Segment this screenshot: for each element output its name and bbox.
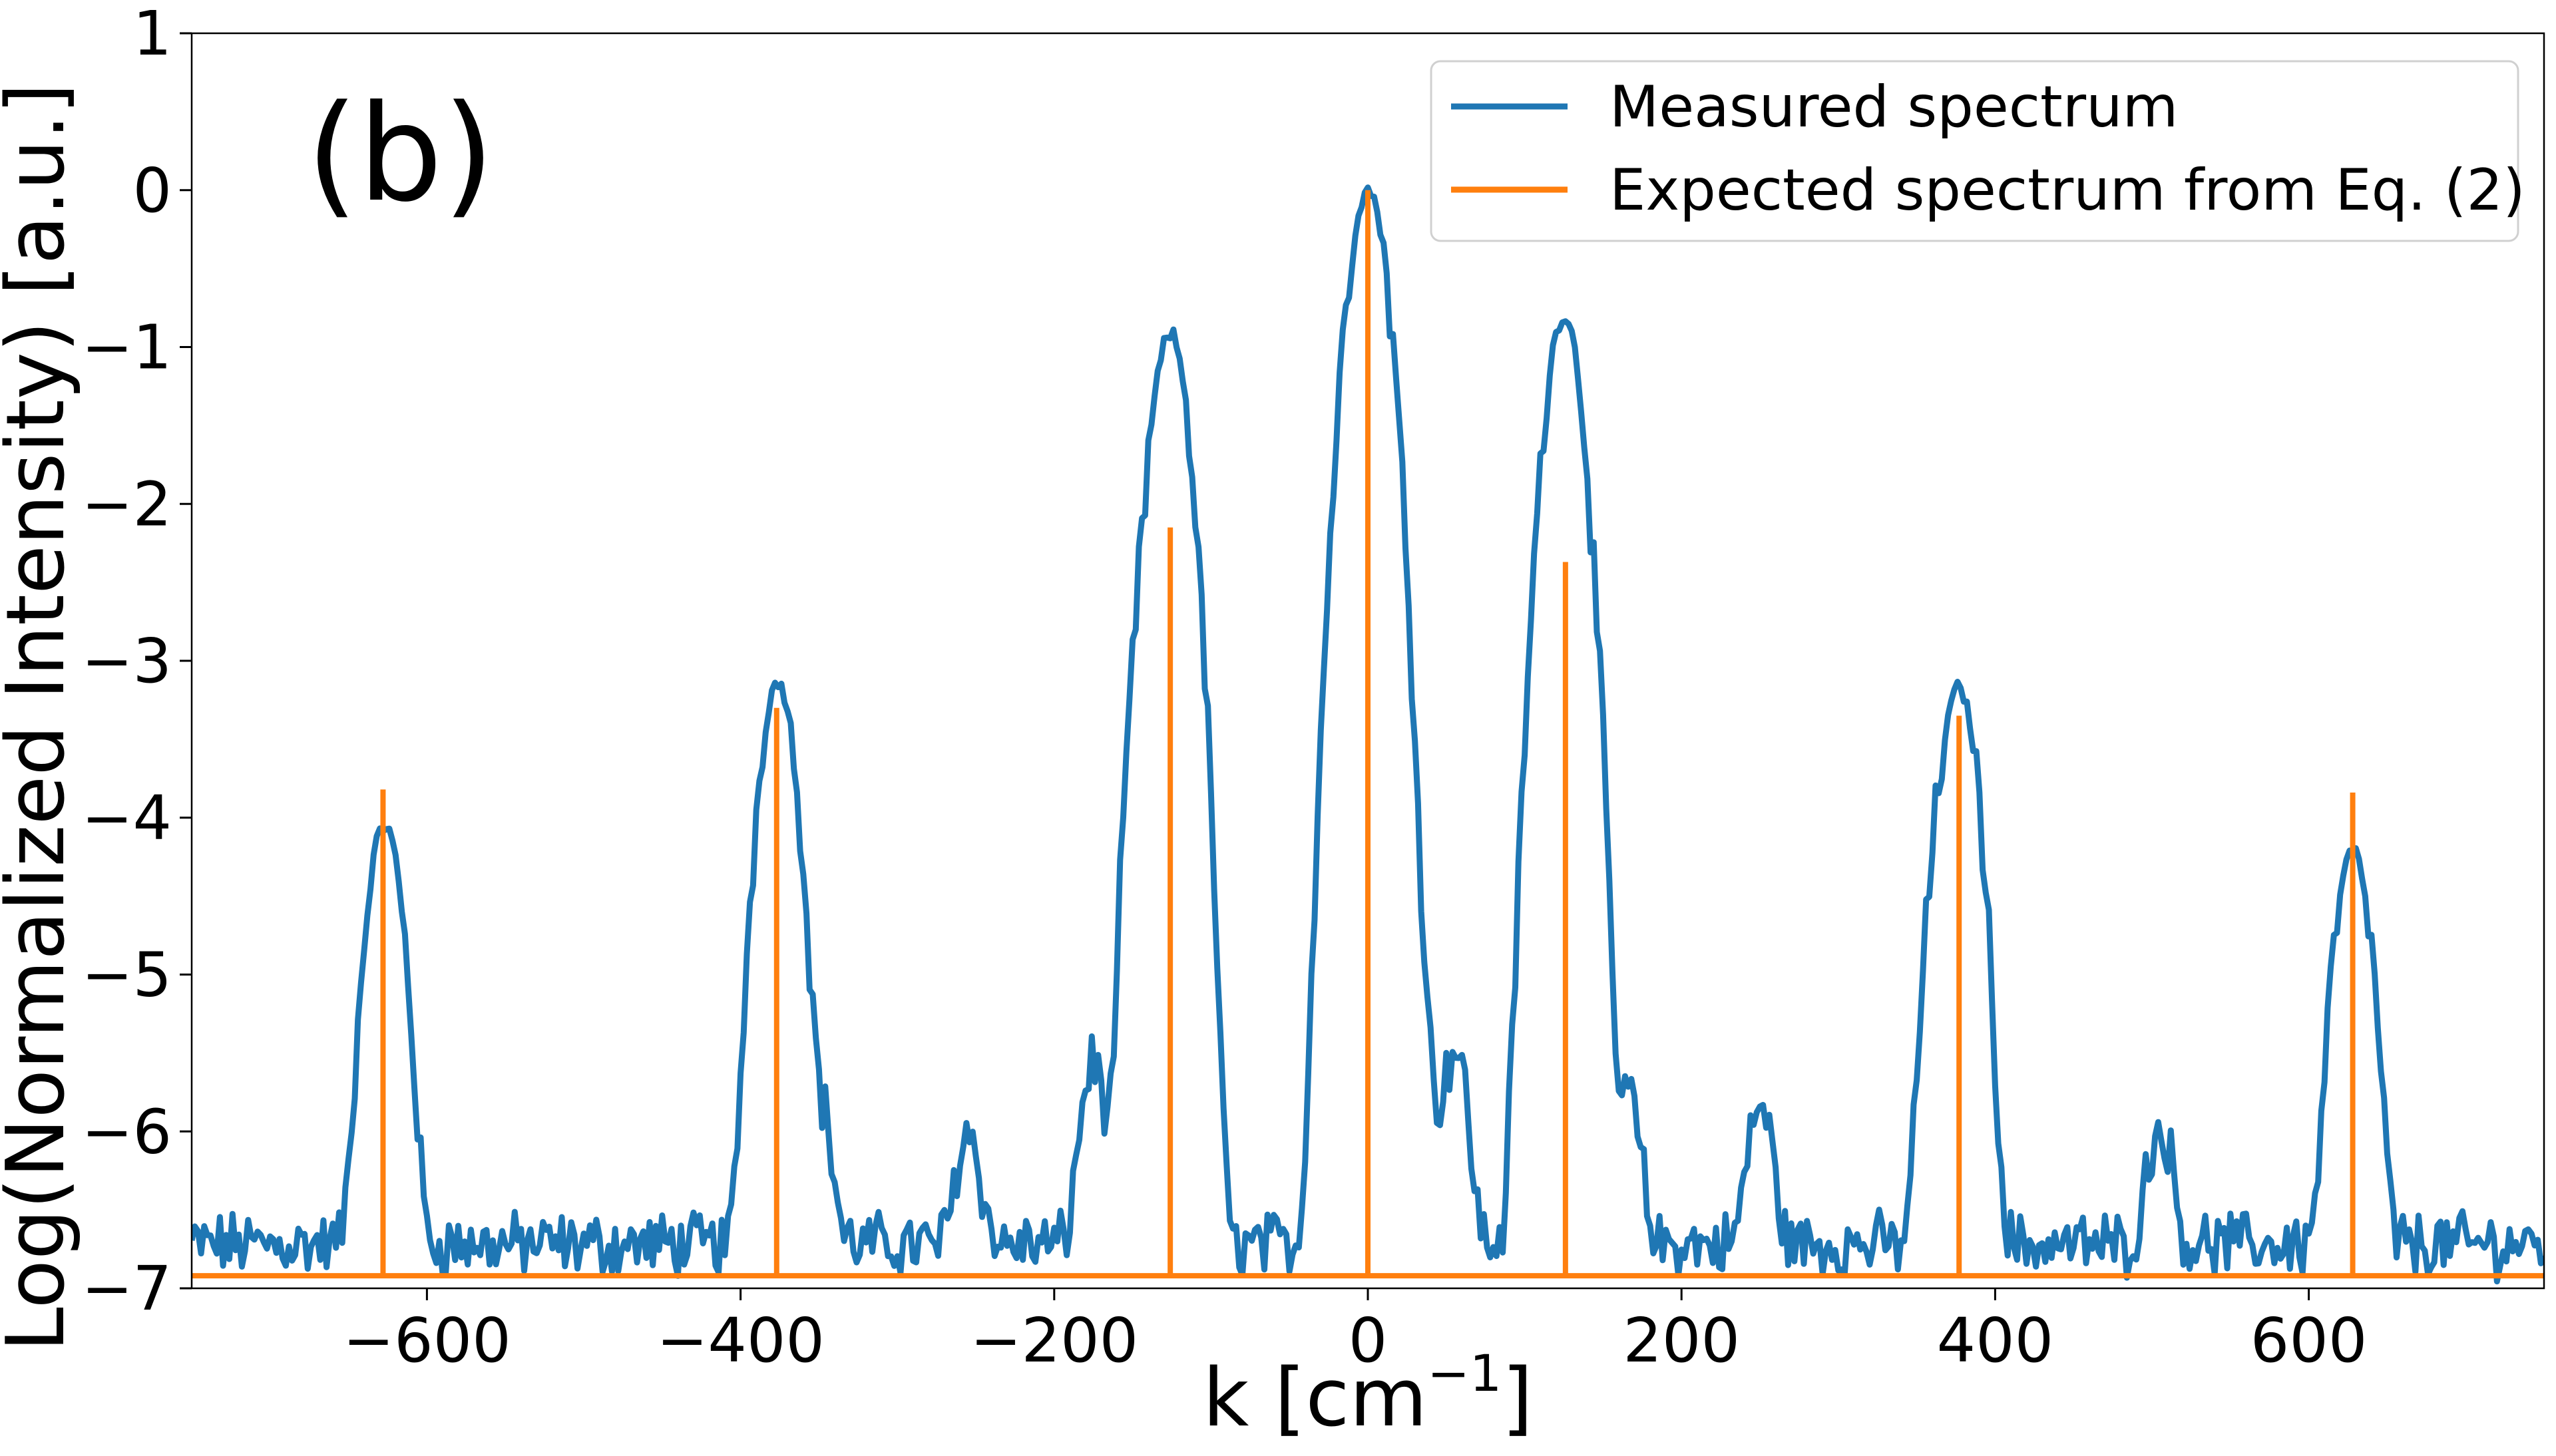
legend-label-expected: Expected spectrum from Eq. (2)	[1609, 157, 2525, 224]
panel-label: (b)	[306, 77, 495, 232]
x-axis-ticks: −600 −400 −200 0 200 400 600	[343, 1288, 2367, 1376]
x-axis-title: k [cm−1]	[1203, 1344, 1533, 1445]
plot-area	[192, 184, 2544, 1285]
y-tick-label: −6	[81, 1096, 172, 1167]
x-tick-label: 0	[1349, 1305, 1388, 1376]
legend: Measured spectrum Expected spectrum from…	[1430, 60, 2525, 242]
y-tick-label: −2	[81, 468, 172, 540]
x-tick-label: −600	[343, 1305, 511, 1376]
legend-label-measured: Measured spectrum	[1609, 74, 2178, 140]
legend-box	[1430, 60, 2519, 242]
measured-spectrum-line	[192, 184, 2544, 1285]
x-tick-label: 600	[2250, 1305, 2368, 1376]
y-axis-title: Log(Normalized Intensity) [a.u.]	[0, 83, 83, 1352]
x-tick-label: 200	[1623, 1305, 1740, 1376]
x-tick-label: 400	[1937, 1305, 2054, 1376]
plot-frame	[190, 32, 2545, 1290]
x-axis-title-superscript: −1	[1427, 1344, 1502, 1403]
y-axis-ticks: 1 0 −1 −2 −3 −4 −5 −6 −7	[81, 0, 192, 1324]
x-tick-label: −400	[656, 1305, 825, 1376]
x-axis-title-main: k [cm	[1203, 1352, 1427, 1445]
y-tick-label: −4	[81, 783, 172, 854]
y-tick-label: −3	[81, 626, 172, 697]
y-tick-label: −7	[81, 1253, 172, 1324]
x-tick-label: −200	[970, 1305, 1138, 1376]
x-axis-title-end: ]	[1502, 1352, 1533, 1445]
y-tick-label: 0	[132, 155, 172, 226]
y-tick-label: −1	[81, 312, 172, 383]
y-tick-label: 1	[132, 0, 172, 69]
y-tick-label: −5	[81, 940, 172, 1011]
